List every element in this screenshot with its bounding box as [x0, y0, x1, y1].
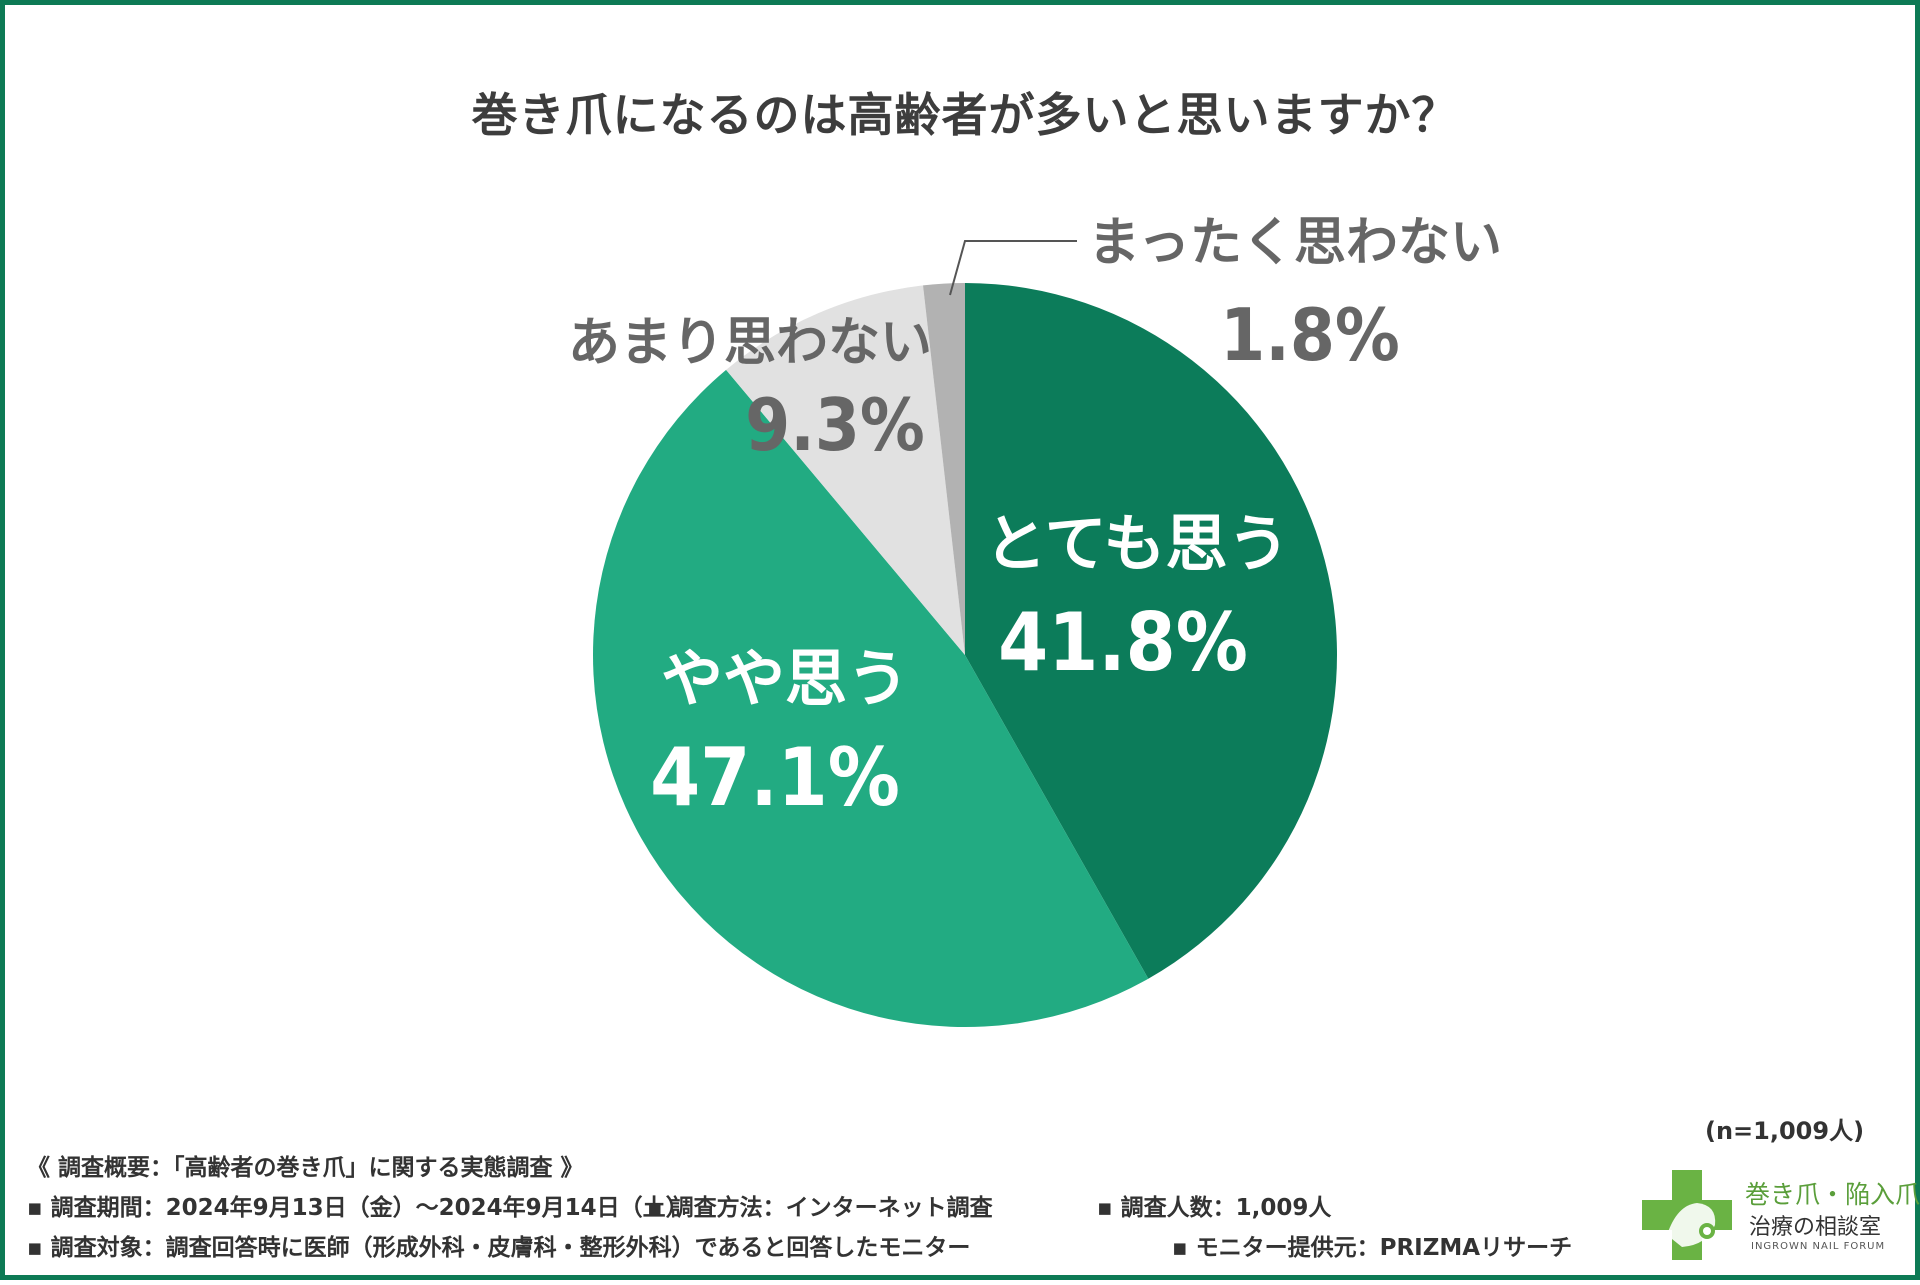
slice-label-amari: あまり思わない — [568, 313, 932, 373]
slice-value-totemo: 41.8% — [998, 596, 1248, 689]
sample-size: (n=1,009人) — [1705, 1117, 1865, 1145]
notes-row-1: ▪ 調査期間：2024年9月13日（金）〜2024年9月14日（土）▪ 調査方法… — [27, 1188, 1572, 1228]
notes-header: 《 調査概要：「高齢者の巻き爪」に関する実態調査 》 — [27, 1155, 584, 1181]
logo: 巻き爪・陥入爪 治療の相談室 INGROWN NAIL FORUM — [1637, 1165, 1920, 1275]
slice-label-yaya: やや思う — [661, 642, 909, 715]
slice-label-totemo: とても思う — [984, 507, 1289, 580]
pie-slice-amari — [726, 285, 965, 655]
logo-line-1: 巻き爪・陥入爪 — [1745, 1180, 1920, 1209]
pie-slice-totemo — [965, 283, 1337, 979]
logo-line-2: 治療の相談室 — [1749, 1215, 1882, 1240]
note-target: ▪ 調査対象：調査回答時に医師（形成外科・皮膚科・整形外科）であると回答したモニ… — [27, 1235, 971, 1261]
chart-title: 巻き爪になるのは高齢者が多いと思いますか？ — [471, 88, 1459, 142]
note-method: ▪ 調査方法：インターネット調査 — [647, 1195, 993, 1221]
note-provider: ▪ モニター提供元：PRIZMAリサーチ — [1172, 1235, 1573, 1261]
logo-cross-icon — [1642, 1170, 1732, 1260]
slice-value-mattaku: 1.8% — [1220, 293, 1400, 377]
slice-value-yaya: 47.1% — [650, 731, 900, 824]
pie-chart: とても思う 41.8% やや思う 47.1% あまり思わない 9.3% まったく思わない 1.… — [568, 213, 1502, 1027]
slice-value-amari: 9.3% — [745, 383, 925, 467]
pie-slice-mattaku — [923, 283, 965, 655]
leader-line-mattaku — [949, 240, 1077, 296]
logo-line-3: INGROWN NAIL FORUM — [1751, 1241, 1886, 1252]
pie-slice-yaya — [593, 369, 1149, 1027]
slice-label-mattaku: まったく思わない — [1088, 213, 1502, 273]
note-count: ▪ 調査人数：1,009人 — [1097, 1195, 1332, 1221]
survey-notes: 《 調査概要：「高齢者の巻き爪」に関する実態調査 》 ▪ 調査期間：2024年9… — [27, 1148, 1572, 1268]
notes-row-2: ▪ 調査対象：調査回答時に医師（形成外科・皮膚科・整形外科）であると回答したモニ… — [27, 1228, 1572, 1268]
note-period: ▪ 調査期間：2024年9月13日（金）〜2024年9月14日（土） — [27, 1195, 689, 1221]
